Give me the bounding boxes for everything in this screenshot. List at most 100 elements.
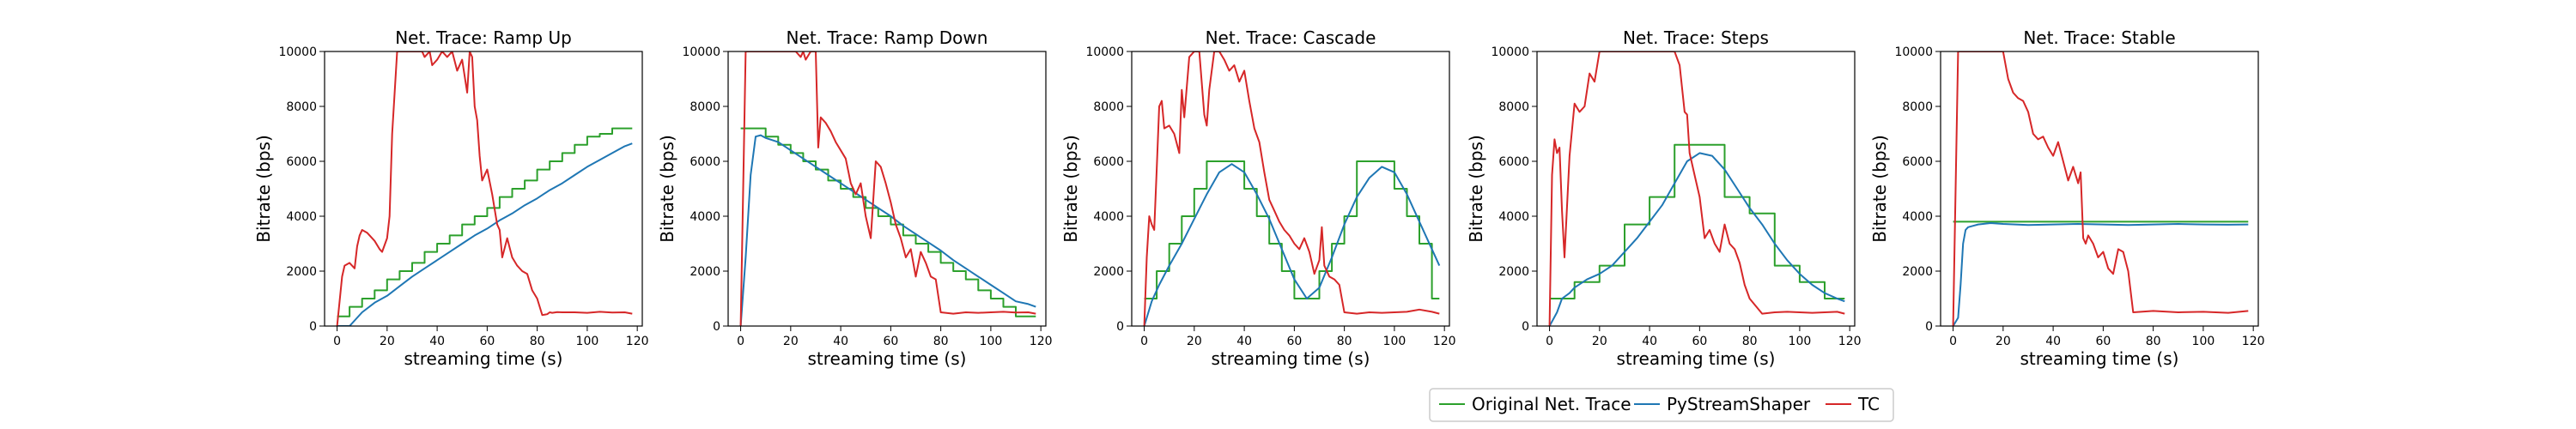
x-tick-label: 20: [1996, 335, 2011, 348]
y-tick-label: 0: [1116, 320, 1124, 334]
x-tick-label: 40: [833, 335, 848, 348]
chart-title: Net. Trace: Steps: [1623, 27, 1769, 48]
series-line-2: [739, 134, 1036, 326]
y-tick-label: 2000: [1902, 265, 1933, 279]
chart-title: Net. Trace: Ramp Up: [395, 27, 572, 48]
y-tick-label: 8000: [1093, 100, 1124, 114]
series-line-3: [1143, 51, 1440, 326]
series-line-3: [336, 51, 633, 326]
y-axis-label: Bitrate (bps): [1060, 135, 1081, 243]
y-tick-label: 2000: [1498, 265, 1529, 279]
x-tick-label: 60: [1286, 335, 1302, 348]
legend-label-original: Original Net. Trace: [1472, 394, 1631, 414]
series-group: [336, 51, 633, 326]
y-tick-label: 0: [1522, 320, 1529, 334]
series-line-2: [1143, 163, 1441, 326]
x-axis-label: streaming time (s): [1212, 348, 1370, 369]
chart-title: Net. Trace: Ramp Down: [787, 27, 988, 48]
x-tick-label: 0: [1140, 335, 1148, 348]
chart-panel-3: 0 20 40 60 80 100 120 0 2000 4000 6000 8000 10000 Net…: [1060, 27, 1456, 369]
y-tick-label: 10000: [1085, 45, 1124, 59]
plot-frame: [1131, 51, 1450, 327]
chart-panel-4: 0 20 40 60 80 100 120 0 2000 4000 6000 8000 10000 Net…: [1466, 27, 1862, 369]
y-axis-label: Bitrate (bps): [657, 135, 677, 243]
series-line-2: [337, 142, 633, 326]
x-tick-label: 120: [626, 335, 649, 348]
series-group: [1548, 51, 1845, 326]
y-tick-label: 4000: [1093, 210, 1124, 224]
y-tick-label: 8000: [690, 100, 720, 114]
chart-panel-1: 0 20 40 60 80 100 120 0 2000 4000 6000 8000 10000 Net…: [253, 27, 649, 369]
y-tick-label: 10000: [1894, 45, 1933, 59]
y-tick-label: 10000: [278, 45, 317, 59]
y-tick-label: 4000: [690, 210, 720, 224]
y-tick-label: 0: [309, 320, 317, 334]
chart-panel-2: 0 20 40 60 80 100 120 0 2000 4000 6000 8000 10000 Net…: [657, 27, 1053, 369]
series-line-3: [1548, 51, 1845, 326]
y-tick-label: 2000: [286, 265, 317, 279]
x-tick-label: 40: [429, 335, 445, 348]
x-tick-label: 20: [783, 335, 799, 348]
chart-panels: 0 20 40 60 80 100 1200200040006000800010000Net…: [253, 27, 2265, 369]
x-tick-label: 120: [1838, 335, 1862, 348]
y-axis-label: Bitrate (bps): [1466, 135, 1486, 243]
x-tick-label: 100: [980, 335, 1003, 348]
x-tick-label: 60: [883, 335, 898, 348]
x-tick-label: 100: [576, 335, 599, 348]
y-tick-label: 0: [1925, 320, 1933, 334]
y-tick-label: 4000: [1902, 210, 1933, 224]
series-line-1: [337, 127, 633, 317]
x-tick-label: 120: [1030, 335, 1053, 348]
x-tick-label: 60: [2095, 335, 2111, 348]
series-line-2: [1548, 152, 1845, 326]
x-tick-label: 100: [2192, 335, 2215, 348]
x-axis-label: streaming time (s): [1617, 348, 1776, 369]
y-tick-label: 6000: [690, 155, 720, 169]
x-tick-label: 100: [1789, 335, 1812, 348]
x-tick-label: 60: [1692, 335, 1707, 348]
chart-panel-5: 0 20 40 60 80 100 120 0 2000 4000 6000 8000 10000 Net…: [1869, 27, 2265, 369]
y-tick-label: 6000: [1093, 155, 1124, 169]
legend-label-tc: TC: [1857, 394, 1880, 414]
chart-title: Net. Trace: Stable: [2023, 27, 2175, 48]
chart-title: Net. Trace: Cascade: [1206, 27, 1376, 48]
series-line-2: [1952, 222, 2249, 326]
series-line-1: [1549, 143, 1845, 299]
y-axis-label: Bitrate (bps): [253, 135, 274, 243]
x-tick-label: 40: [1642, 335, 1657, 348]
y-tick-label: 10000: [1491, 45, 1529, 59]
y-tick-label: 0: [713, 320, 720, 334]
legend-label-pystreamshaper: PyStreamShaper: [1667, 394, 1811, 414]
series-line-1: [740, 127, 1036, 317]
x-tick-label: 80: [1742, 335, 1758, 348]
y-axis-label: Bitrate (bps): [1869, 135, 1890, 243]
x-tick-label: 20: [1592, 335, 1607, 348]
legend: Original Net. Trace PyStreamShaper TC: [1429, 388, 1894, 422]
legend-frame: [1429, 388, 1894, 422]
plot-frame: [1940, 51, 2259, 327]
x-tick-label: 20: [1187, 335, 1202, 348]
plot-frame: [1536, 51, 1856, 327]
x-axis-label: streaming time (s): [2020, 348, 2179, 369]
series-group: [1143, 51, 1441, 326]
plot-frame: [324, 51, 643, 327]
x-tick-label: 80: [1337, 335, 1352, 348]
x-tick-label: 120: [2242, 335, 2265, 348]
y-tick-label: 6000: [1902, 155, 1933, 169]
y-tick-label: 8000: [1902, 100, 1933, 114]
y-tick-label: 4000: [1498, 210, 1529, 224]
series-line-1: [1144, 160, 1440, 299]
x-axis-label: streaming time (s): [404, 348, 563, 369]
x-tick-label: 120: [1433, 335, 1456, 348]
series-group: [739, 51, 1036, 326]
y-tick-label: 6000: [1498, 155, 1529, 169]
x-tick-label: 0: [1949, 335, 1957, 348]
x-tick-label: 0: [333, 335, 341, 348]
plot-frame: [727, 51, 1047, 327]
series-group: [1952, 51, 2249, 326]
x-tick-label: 80: [530, 335, 545, 348]
x-axis-label: streaming time (s): [808, 348, 967, 369]
y-tick-label: 8000: [1498, 100, 1529, 114]
series-line-3: [1952, 51, 2249, 326]
